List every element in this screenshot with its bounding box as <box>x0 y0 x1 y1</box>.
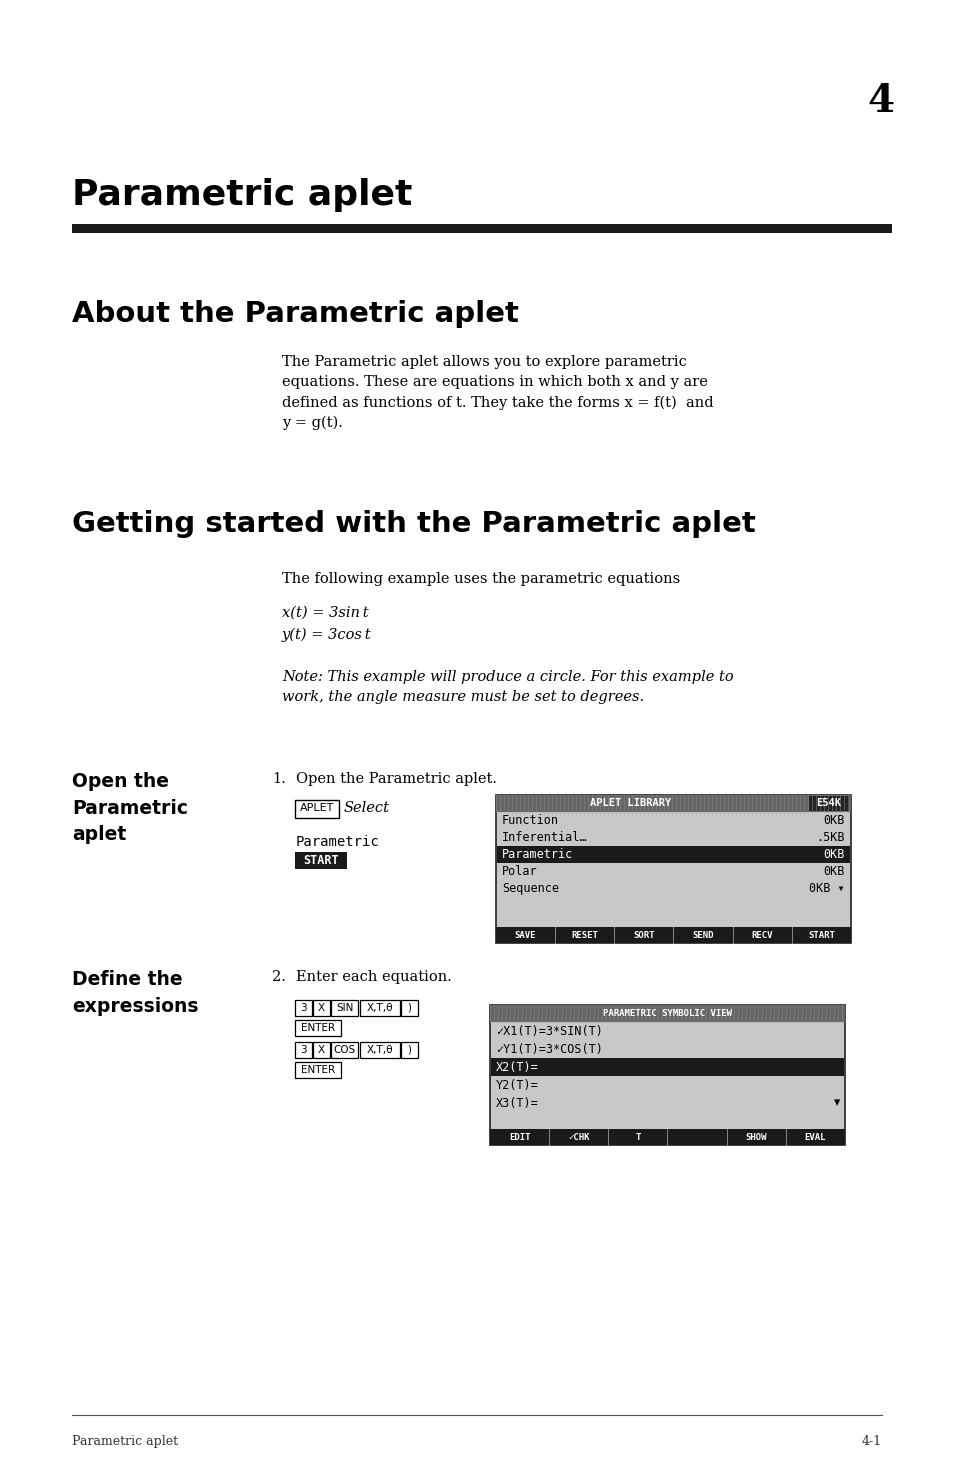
Text: ✓X1(T)=3*SIN(T): ✓X1(T)=3*SIN(T) <box>496 1025 602 1038</box>
FancyBboxPatch shape <box>331 1042 358 1058</box>
Text: EDIT: EDIT <box>508 1133 530 1142</box>
Text: 4-1: 4-1 <box>861 1435 882 1448</box>
FancyBboxPatch shape <box>401 1000 417 1016</box>
FancyBboxPatch shape <box>401 1042 417 1058</box>
Text: SORT: SORT <box>633 931 654 940</box>
Text: SEND: SEND <box>692 931 713 940</box>
Bar <box>490 1004 844 1145</box>
Text: RECV: RECV <box>751 931 772 940</box>
Text: SHOW: SHOW <box>744 1133 766 1142</box>
Text: 1.: 1. <box>272 772 286 786</box>
Text: 2.: 2. <box>272 971 286 984</box>
Text: ENTER: ENTER <box>300 1023 335 1034</box>
Text: 0KB: 0KB <box>822 865 844 878</box>
Text: ▾: ▾ <box>833 1097 840 1110</box>
Text: RESET: RESET <box>571 931 598 940</box>
Text: X,T,θ: X,T,θ <box>366 1003 393 1013</box>
Text: COS: COS <box>334 1045 355 1056</box>
Text: ): ) <box>407 1045 411 1056</box>
Text: E54K: E54K <box>816 798 841 808</box>
Text: 3: 3 <box>300 1045 307 1056</box>
Text: APLET LIBRARY: APLET LIBRARY <box>590 798 671 808</box>
Text: ✓Y1(T)=3*COS(T): ✓Y1(T)=3*COS(T) <box>496 1042 602 1056</box>
Bar <box>491 1058 843 1076</box>
Bar <box>294 852 347 870</box>
Text: X2(T)=: X2(T)= <box>496 1060 538 1073</box>
FancyBboxPatch shape <box>294 1020 340 1037</box>
FancyBboxPatch shape <box>294 1000 312 1016</box>
Text: X: X <box>317 1003 325 1013</box>
Text: .5KB: .5KB <box>816 832 844 845</box>
Bar <box>490 1129 844 1145</box>
Text: 4: 4 <box>867 82 894 120</box>
Text: Y2(T)=: Y2(T)= <box>496 1079 538 1092</box>
FancyBboxPatch shape <box>359 1000 399 1016</box>
Text: Note: This example will produce a circle. For this example to
work, the angle me: Note: This example will produce a circle… <box>282 671 733 704</box>
Bar <box>71 224 891 233</box>
Text: ✓CHK: ✓CHK <box>567 1133 589 1142</box>
Text: The Parametric aplet allows you to explore parametric
equations. These are equat: The Parametric aplet allows you to explo… <box>282 354 713 430</box>
Text: 3: 3 <box>300 1003 307 1013</box>
Text: SIN: SIN <box>335 1003 353 1013</box>
Text: 0KB ▾: 0KB ▾ <box>808 881 844 895</box>
Text: ENTER: ENTER <box>300 1064 335 1075</box>
Text: ): ) <box>407 1003 411 1013</box>
Text: y(t) = 3cos t: y(t) = 3cos t <box>282 628 372 643</box>
Bar <box>496 795 850 943</box>
Bar <box>496 795 850 813</box>
Text: Parametric: Parametric <box>501 848 573 861</box>
Text: Open the
Parametric
aplet: Open the Parametric aplet <box>71 772 188 845</box>
Text: Parametric aplet: Parametric aplet <box>71 1435 178 1448</box>
Text: Define the
expressions: Define the expressions <box>71 971 198 1016</box>
FancyBboxPatch shape <box>294 1063 340 1078</box>
Bar <box>496 927 850 943</box>
FancyBboxPatch shape <box>313 1042 330 1058</box>
Text: Getting started with the Parametric aplet: Getting started with the Parametric aple… <box>71 509 755 537</box>
Text: START: START <box>303 854 338 867</box>
Text: EVAL: EVAL <box>803 1133 825 1142</box>
Text: T: T <box>635 1133 639 1142</box>
Text: Function: Function <box>501 814 558 827</box>
Bar <box>497 846 849 862</box>
Text: X,T,θ: X,T,θ <box>366 1045 393 1056</box>
Text: START: START <box>807 931 834 940</box>
Text: 0KB: 0KB <box>822 848 844 861</box>
Text: APLET: APLET <box>299 802 334 813</box>
Bar <box>808 796 848 811</box>
Bar <box>490 1004 844 1022</box>
Text: Sequence: Sequence <box>501 881 558 895</box>
FancyBboxPatch shape <box>313 1000 330 1016</box>
Text: SAVE: SAVE <box>515 931 536 940</box>
Text: PARAMETRIC SYMBOLIC VIEW: PARAMETRIC SYMBOLIC VIEW <box>602 1009 731 1017</box>
FancyBboxPatch shape <box>294 1042 312 1058</box>
Text: Enter each equation.: Enter each equation. <box>295 971 452 984</box>
Text: X: X <box>317 1045 325 1056</box>
Text: Parametric aplet: Parametric aplet <box>71 179 412 212</box>
FancyBboxPatch shape <box>331 1000 358 1016</box>
Text: Open the Parametric aplet.: Open the Parametric aplet. <box>295 772 497 786</box>
Text: Inferential…: Inferential… <box>501 832 587 845</box>
Text: Polar: Polar <box>501 865 537 878</box>
Text: About the Parametric aplet: About the Parametric aplet <box>71 300 518 328</box>
Text: 0KB: 0KB <box>822 814 844 827</box>
Text: x(t) = 3sin t: x(t) = 3sin t <box>282 606 368 619</box>
FancyBboxPatch shape <box>294 799 338 818</box>
Text: Parametric: Parametric <box>295 834 379 849</box>
Text: Select: Select <box>344 801 390 815</box>
FancyBboxPatch shape <box>359 1042 399 1058</box>
Text: The following example uses the parametric equations: The following example uses the parametri… <box>282 572 679 586</box>
Text: X3(T)=: X3(T)= <box>496 1097 538 1110</box>
